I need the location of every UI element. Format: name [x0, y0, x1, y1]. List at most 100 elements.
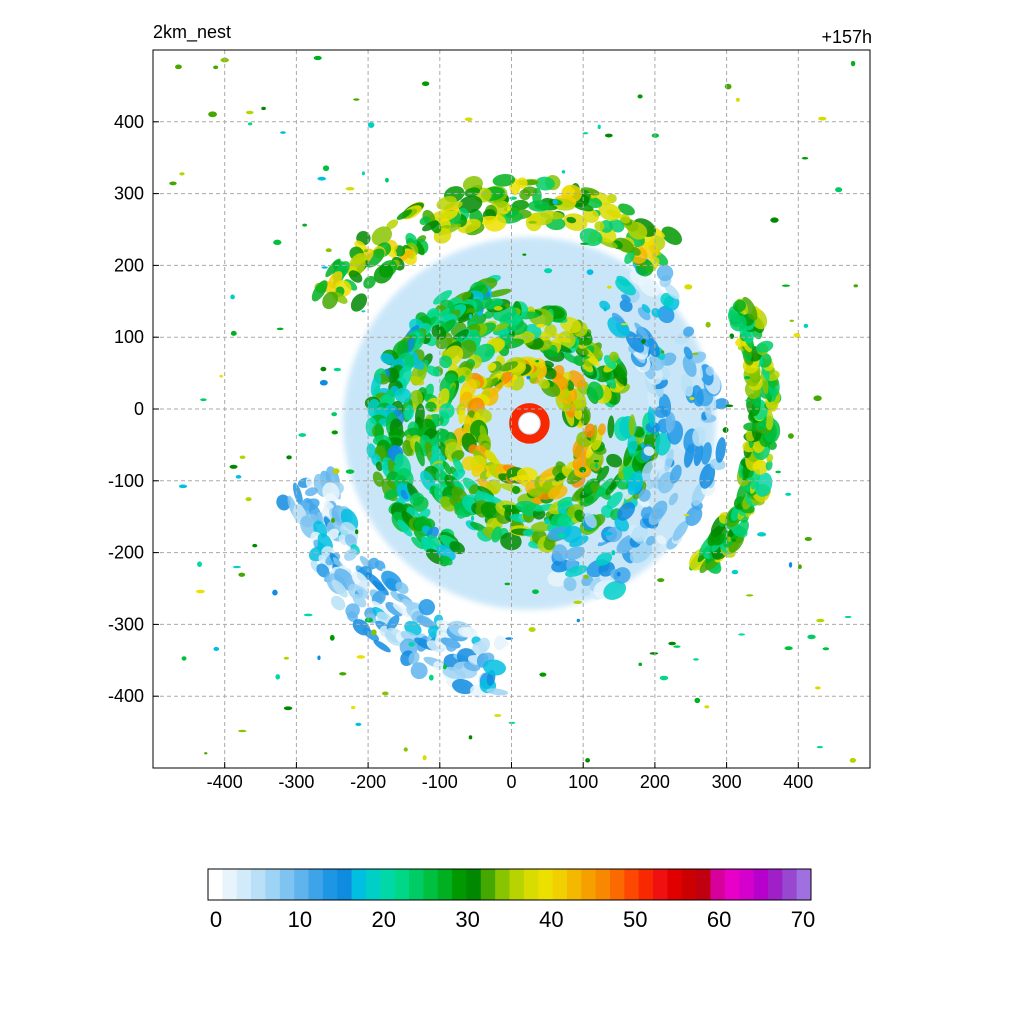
colorbar-swatch: [308, 869, 324, 900]
echo-cell: [380, 353, 395, 365]
convective-cell: [276, 327, 284, 331]
convective-cell: [232, 565, 242, 569]
convective-cell: [704, 705, 710, 709]
convective-cell: [744, 375, 751, 380]
convective-cell: [477, 311, 483, 317]
x-tick-label: 0: [506, 772, 516, 792]
colorbar: 0 10 20 30 40 50 60 70: [207, 868, 815, 932]
echo-cell: [458, 406, 466, 425]
echo-cell: [638, 489, 651, 502]
colorbar-tick-label: 70: [791, 907, 815, 932]
echo-cell: [609, 351, 619, 362]
convective-cell: [332, 468, 340, 474]
echo-cell: [565, 565, 588, 577]
echo-cell: [431, 325, 447, 340]
colorbar-swatch: [739, 869, 755, 900]
convective-cell: [705, 321, 711, 328]
x-tick-label: 100: [568, 772, 598, 792]
echo-cell: [373, 264, 394, 284]
convective-cell: [465, 369, 470, 376]
chart-title: 2km_nest: [153, 22, 232, 42]
rainband-outer-band-east: [689, 296, 782, 574]
echo-cell: [384, 488, 399, 500]
echo-cell: [491, 526, 502, 543]
convective-cell: [317, 655, 321, 661]
convective-cell: [724, 83, 732, 90]
convective-cell: [793, 332, 801, 338]
echo-cell: [375, 461, 383, 472]
echo-cell: [683, 346, 693, 360]
echo-cell: [565, 546, 585, 560]
echo-cell: [372, 580, 389, 596]
colorbar-swatch: [681, 869, 697, 900]
colorbar-swatch: [653, 869, 668, 900]
convective-cell: [403, 747, 408, 752]
echo-cell: [614, 516, 630, 532]
echo-cell: [548, 485, 568, 500]
rainband-outer-band-southwest: [276, 466, 509, 699]
echo-cell: [414, 441, 425, 467]
echo-cell: [371, 600, 391, 617]
echo-cell: [595, 552, 613, 566]
echo-cell: [316, 563, 330, 578]
colorbar-tick-label: 50: [623, 907, 647, 932]
convective-cell: [807, 634, 816, 640]
convective-cell: [814, 686, 821, 690]
convective-cell: [428, 674, 434, 681]
convective-cell: [694, 697, 701, 704]
rainband-inner-spiral-1: [401, 300, 630, 457]
echo-cell: [656, 535, 667, 545]
convective-cell: [657, 578, 665, 583]
convective-cell: [200, 398, 207, 402]
echo-cell: [425, 365, 441, 377]
echo-cell: [619, 214, 631, 224]
echo-cell: [641, 304, 651, 314]
echo-cell: [538, 378, 550, 389]
echo-cell: [364, 248, 385, 268]
echo-cell: [468, 484, 479, 495]
colorbar-swatch: [767, 869, 783, 900]
convective-cell: [603, 306, 608, 312]
echo-cell: [485, 451, 502, 468]
colorbar-swatch: [638, 869, 654, 900]
convective-cell: [722, 427, 729, 433]
echo-cell: [442, 461, 452, 475]
convective-cell: [325, 248, 332, 253]
y-tick-label: 300: [114, 184, 144, 204]
convective-cell: [585, 758, 590, 763]
colorbar-swatch: [552, 869, 568, 900]
convective-cell: [668, 641, 677, 646]
echo-cell: [656, 264, 674, 282]
convective-cell: [197, 561, 202, 567]
convective-cell: [331, 517, 336, 523]
convective-cell: [849, 757, 857, 763]
convective-cell: [345, 186, 355, 191]
echo-cell: [440, 555, 453, 566]
convective-cell: [803, 323, 809, 328]
reflectivity-field: [169, 55, 858, 763]
echo-cell: [322, 482, 340, 503]
convective-cell: [319, 379, 328, 386]
echo-cell: [713, 398, 729, 410]
colorbar-swatch: [710, 869, 726, 900]
echo-cell: [654, 432, 671, 456]
x-tick-label: -200: [350, 772, 386, 792]
convective-cell: [506, 205, 511, 212]
echo-cell: [618, 203, 635, 216]
convective-cell: [522, 253, 527, 256]
echo-cell: [645, 421, 661, 433]
echo-cell: [487, 362, 497, 372]
convective-cell: [208, 111, 217, 118]
convective-cell: [331, 412, 338, 417]
convective-cell: [470, 515, 475, 521]
colorbar-swatch: [380, 869, 396, 900]
echo-cell: [418, 599, 436, 616]
convective-cell: [850, 60, 856, 67]
colorbar-swatch: [294, 869, 309, 900]
convective-cell: [853, 284, 858, 288]
convective-cell: [280, 131, 286, 134]
convective-cell: [775, 470, 781, 474]
colorbar-tick-label: 30: [455, 907, 479, 932]
y-tick-label: -100: [108, 471, 144, 491]
colorbar-swatch: [222, 869, 238, 900]
